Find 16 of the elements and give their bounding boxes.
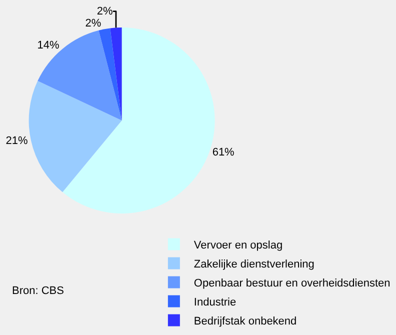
legend-label: Openbaar bestuur en overheidsdiensten (194, 278, 390, 290)
data-label: 2% (96, 5, 113, 18)
data-label: 2% (85, 17, 102, 30)
legend-label: Industrie (194, 296, 236, 309)
data-label: 21% (6, 135, 28, 148)
data-label: 14% (37, 39, 60, 52)
data-label: 61% (212, 146, 235, 159)
pie-slice (38, 30, 122, 120)
legend-label: Zakelijke dienstverlening (194, 258, 314, 271)
legend-label: Bedrijfstak onbekend (194, 316, 297, 328)
legend-label: Vervoer en opslag (194, 240, 283, 252)
pie-slice (62, 27, 215, 214)
pie-slice (110, 27, 122, 120)
pie-slice (28, 80, 122, 192)
text: Bron: CBS (12, 285, 64, 297)
pie-slice (98, 28, 122, 120)
